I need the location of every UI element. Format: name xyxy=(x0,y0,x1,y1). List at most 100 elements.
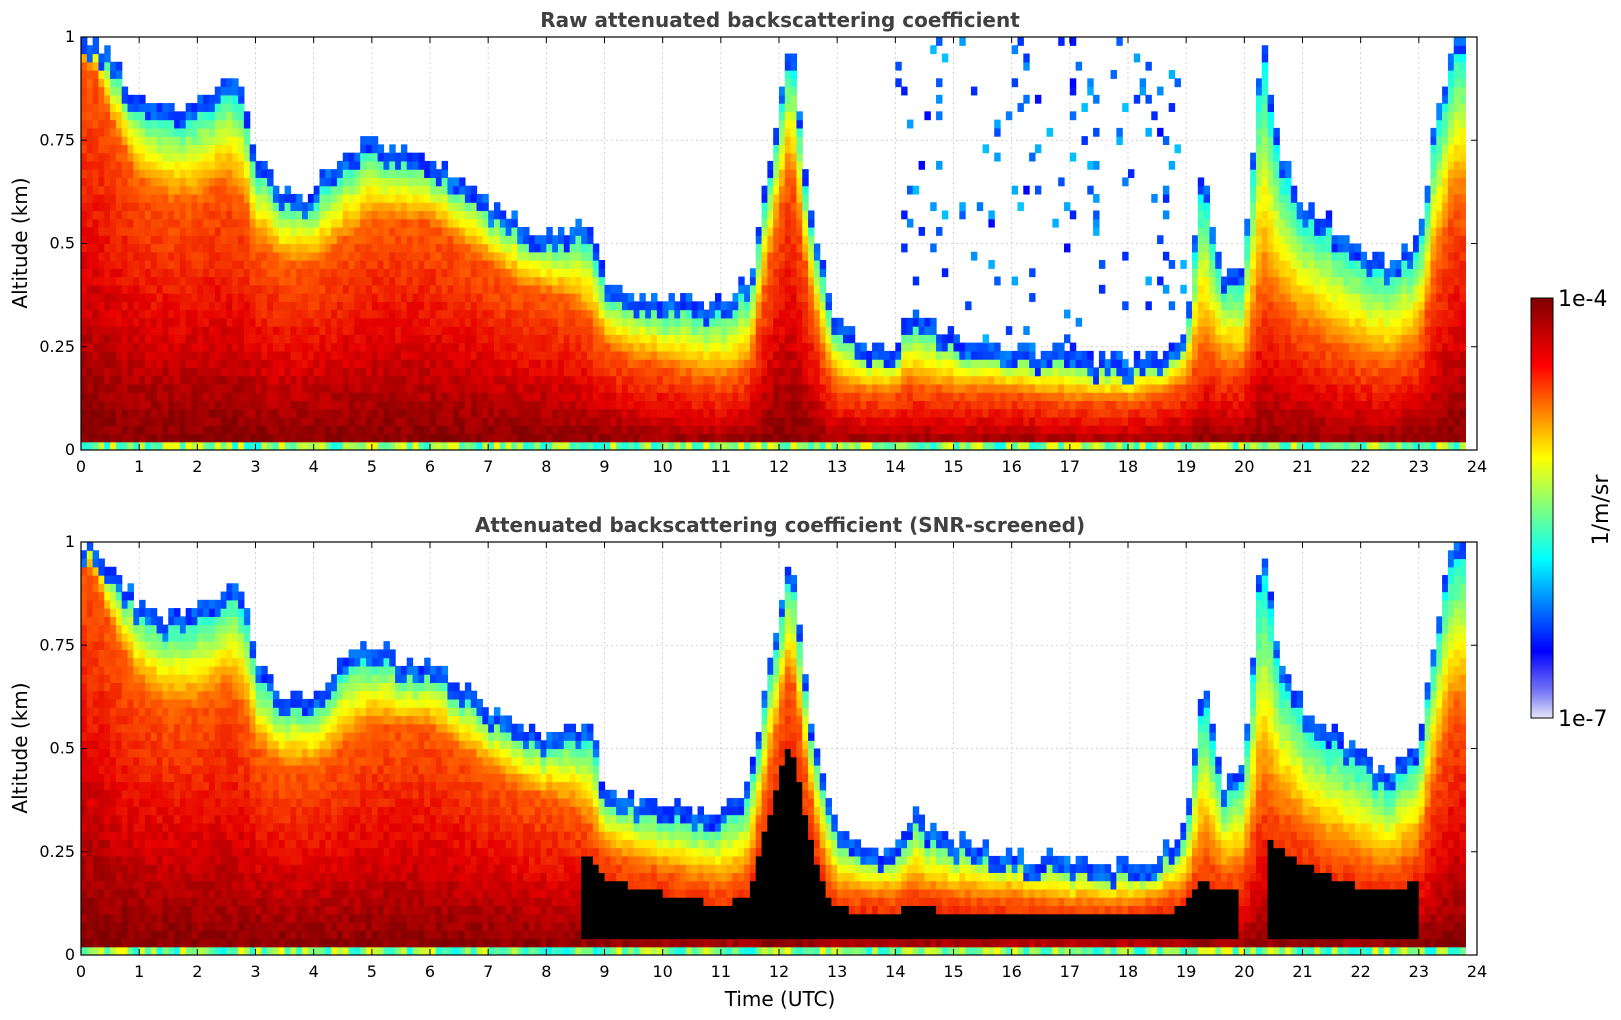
heatmap-cell xyxy=(1040,375,1048,385)
heatmap-cell xyxy=(1017,202,1024,212)
heatmap-cell xyxy=(418,367,425,377)
heatmap-cell xyxy=(965,359,972,368)
heatmap-cell xyxy=(261,317,268,327)
heatmap-cell xyxy=(808,408,815,418)
heatmap-cell xyxy=(1052,342,1059,352)
heatmap-cell xyxy=(366,243,373,253)
heatmap-cell xyxy=(598,342,606,352)
heatmap-cell xyxy=(866,383,873,393)
heatmap-cell xyxy=(528,375,536,385)
heatmap-cell xyxy=(226,86,233,96)
heatmap-cell xyxy=(127,309,134,319)
heatmap-cell xyxy=(1087,416,1094,426)
heatmap-cell xyxy=(441,276,449,286)
heatmap-cell xyxy=(249,317,257,327)
heatmap-cell xyxy=(691,383,699,393)
heatmap-cell xyxy=(592,375,600,385)
heatmap-cell xyxy=(808,276,815,286)
heatmap-cell xyxy=(744,400,751,410)
heatmap-cell xyxy=(430,169,437,179)
heatmap-cell xyxy=(482,235,489,245)
heatmap-cell xyxy=(255,210,262,220)
heatmap-cell xyxy=(144,251,152,261)
heatmap-cell xyxy=(371,177,379,187)
heatmap-cell xyxy=(179,177,187,187)
heatmap-cell xyxy=(121,86,129,96)
heatmap-cell xyxy=(459,359,466,368)
heatmap-cell xyxy=(464,251,472,261)
heatmap-cell xyxy=(156,127,164,137)
heatmap-cell xyxy=(825,367,832,377)
heatmap-cell xyxy=(668,433,675,443)
heatmap-cell xyxy=(162,160,169,170)
heatmap-cell xyxy=(493,276,501,286)
heatmap-cell xyxy=(651,350,658,360)
heatmap-cell xyxy=(441,408,449,418)
heatmap-cell xyxy=(366,193,373,203)
heatmap-cell xyxy=(220,392,228,402)
heatmap-cell xyxy=(831,425,838,435)
heatmap-cell xyxy=(92,144,100,154)
heatmap-cell xyxy=(441,226,449,236)
heatmap-cell xyxy=(115,136,123,145)
heatmap-cell xyxy=(127,243,134,253)
heatmap-cell xyxy=(715,400,722,410)
heatmap-cell xyxy=(81,127,88,137)
heatmap-cell xyxy=(255,317,262,327)
heatmap-cell xyxy=(482,210,489,220)
heatmap-cell xyxy=(796,276,803,286)
heatmap-cell xyxy=(476,301,483,311)
heatmap-cell xyxy=(430,326,437,335)
heatmap-cell xyxy=(208,144,216,154)
heatmap-cell xyxy=(348,317,355,327)
heatmap-cell xyxy=(104,441,111,450)
heatmap-cell xyxy=(115,334,123,344)
heatmap-cell xyxy=(377,309,385,319)
heatmap-cell xyxy=(139,235,146,245)
heatmap-cell xyxy=(383,226,390,236)
heatmap-cell xyxy=(1133,94,1141,104)
heatmap-cell xyxy=(203,416,210,426)
heatmap-cell xyxy=(656,301,664,311)
heatmap-cell xyxy=(842,383,850,393)
heatmap-cell xyxy=(557,293,565,302)
heatmap-cell xyxy=(854,375,862,385)
heatmap-cell xyxy=(168,202,175,212)
heatmap-cell xyxy=(302,226,309,236)
heatmap-cell xyxy=(691,416,699,426)
heatmap-cell xyxy=(569,251,577,261)
heatmap-cell xyxy=(412,284,419,294)
heatmap-cell xyxy=(779,185,786,195)
heatmap-cell xyxy=(941,268,949,278)
heatmap-cell xyxy=(395,392,402,402)
heatmap-cell xyxy=(162,218,169,228)
heatmap-cell xyxy=(139,284,146,294)
heatmap-cell xyxy=(197,260,204,269)
heatmap-cell xyxy=(895,367,902,377)
heatmap-cell xyxy=(98,127,105,137)
heatmap-cell xyxy=(715,367,722,377)
heatmap-cell xyxy=(424,400,431,410)
heatmap-cell xyxy=(98,202,105,212)
heatmap-cell xyxy=(517,284,524,294)
heatmap-cell xyxy=(406,218,414,228)
heatmap-cell xyxy=(121,251,129,261)
heatmap-cell xyxy=(179,342,187,352)
heatmap-cell xyxy=(133,235,140,245)
heatmap-cell xyxy=(191,334,198,344)
heatmap-cell xyxy=(1128,425,1135,435)
heatmap-cell xyxy=(616,342,623,352)
heatmap-cell xyxy=(767,260,774,269)
heatmap-cell xyxy=(115,276,123,286)
heatmap-cell xyxy=(941,53,949,63)
heatmap-cell xyxy=(784,210,792,220)
heatmap-cell xyxy=(395,326,402,335)
heatmap-cell xyxy=(331,334,338,344)
heatmap-cell xyxy=(662,375,670,385)
heatmap-cell xyxy=(441,210,449,220)
heatmap-cell xyxy=(418,425,425,435)
heatmap-cell xyxy=(395,359,402,368)
heatmap-cell xyxy=(773,152,780,162)
heatmap-cell xyxy=(604,392,611,402)
heatmap-cell xyxy=(464,260,472,269)
